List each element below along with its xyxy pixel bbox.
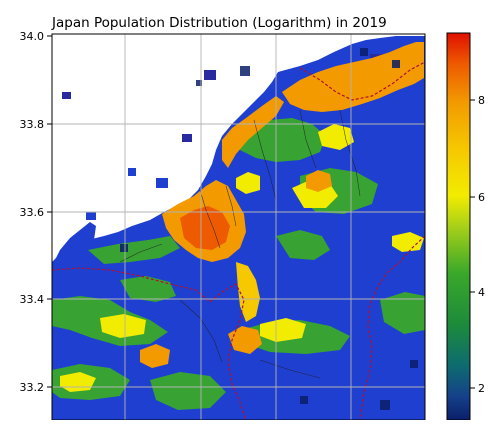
urban-coast-strip xyxy=(222,96,284,168)
island-c xyxy=(182,134,192,142)
urban-fukuoka-core xyxy=(180,206,230,250)
colorbar-tick-label: 6 xyxy=(478,191,485,204)
prefecture-border-north xyxy=(299,61,425,101)
island-a xyxy=(62,92,71,99)
y-tick-label: 33.4 xyxy=(20,293,45,306)
island-e xyxy=(86,212,96,220)
island-b xyxy=(204,70,216,80)
urban-kitakyushu xyxy=(282,42,424,112)
y-tick-label: 33.2 xyxy=(20,381,45,394)
prefecture-border-east xyxy=(359,235,425,420)
colorbar-tick-label: 2 xyxy=(478,382,485,395)
land-layer xyxy=(52,36,425,420)
y-tick-label: 34.0 xyxy=(20,30,45,43)
urban-areas xyxy=(140,42,424,368)
colorbar-ramp xyxy=(447,33,470,420)
urban-kurume xyxy=(228,326,262,354)
island-f xyxy=(128,168,136,176)
land-west-peninsula xyxy=(52,222,96,268)
colorbar: 8 6 4 2 xyxy=(446,32,485,421)
y-tick-label: 33.8 xyxy=(20,118,45,131)
y-tick-label: 33.6 xyxy=(20,206,45,219)
island-d xyxy=(156,178,168,188)
prefecture-border-west xyxy=(52,267,247,420)
map-panel xyxy=(51,33,426,421)
colorbar-tick-label: 8 xyxy=(478,94,485,107)
gridlines xyxy=(52,34,425,420)
urban-saga xyxy=(140,344,170,368)
urban-east-town xyxy=(306,170,332,192)
colorbar-tick-label: 4 xyxy=(478,286,485,299)
navy-speckles xyxy=(120,48,418,410)
y-axis: 34.0 33.8 33.6 33.4 33.2 xyxy=(20,30,52,394)
map-title: Japan Population Distribution (Logarithm… xyxy=(51,15,387,31)
